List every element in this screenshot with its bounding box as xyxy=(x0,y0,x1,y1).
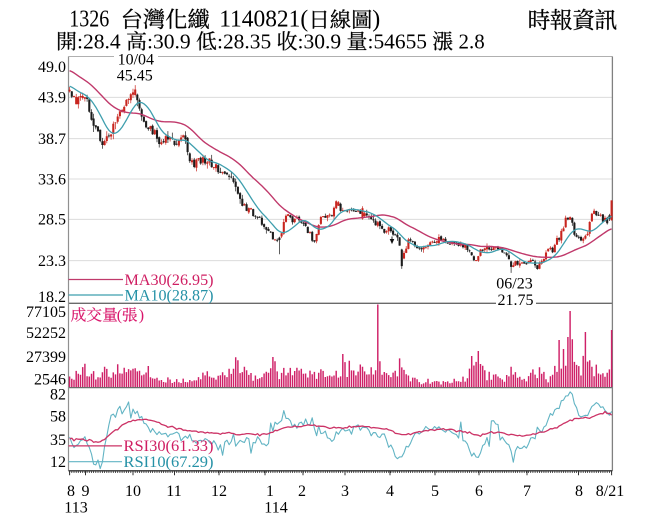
svg-text:5: 5 xyxy=(431,483,439,500)
svg-text:MA10(28.87): MA10(28.87) xyxy=(125,288,214,305)
svg-text:2: 2 xyxy=(298,483,306,500)
svg-text:8/21: 8/21 xyxy=(596,483,624,500)
svg-text:23.3: 23.3 xyxy=(38,253,66,270)
svg-text:MA30(26.95): MA30(26.95) xyxy=(125,272,214,289)
svg-text:9: 9 xyxy=(82,483,90,500)
svg-text::30.9: :30.9 xyxy=(298,29,342,53)
svg-text:1140821(: 1140821( xyxy=(219,6,308,32)
svg-text:27399: 27399 xyxy=(26,349,66,366)
svg-text::28.4: :28.4 xyxy=(77,29,121,53)
svg-text:RSI30(61.33): RSI30(61.33) xyxy=(124,438,214,455)
svg-text:2.8: 2.8 xyxy=(459,29,485,53)
svg-text:(: ( xyxy=(117,307,122,324)
svg-text:43.9: 43.9 xyxy=(38,90,66,107)
svg-text:RSI10(67.29): RSI10(67.29) xyxy=(124,454,214,471)
svg-text:21.75: 21.75 xyxy=(498,292,534,309)
svg-text:1326: 1326 xyxy=(69,6,109,32)
svg-text:7: 7 xyxy=(523,483,531,500)
svg-text:2546: 2546 xyxy=(34,371,66,388)
svg-text:58: 58 xyxy=(50,409,66,426)
svg-text:35: 35 xyxy=(50,432,66,449)
svg-text:77105: 77105 xyxy=(26,304,66,321)
svg-text:): ) xyxy=(139,307,144,324)
svg-text:06/23: 06/23 xyxy=(496,275,532,292)
svg-text:6: 6 xyxy=(475,483,483,500)
svg-text:45.45: 45.45 xyxy=(117,67,153,84)
svg-text::54655: :54655 xyxy=(368,29,428,53)
svg-text:10: 10 xyxy=(125,483,141,500)
svg-text:82: 82 xyxy=(50,387,66,404)
svg-text:8: 8 xyxy=(575,483,583,500)
svg-text:3: 3 xyxy=(341,483,349,500)
svg-text:4: 4 xyxy=(386,483,394,500)
svg-text:33.6: 33.6 xyxy=(38,171,66,188)
svg-text:38.7: 38.7 xyxy=(38,131,66,148)
svg-text:): ) xyxy=(372,6,380,32)
svg-text::30.9: :30.9 xyxy=(147,29,191,53)
svg-text:114: 114 xyxy=(264,500,287,517)
svg-text:49.0: 49.0 xyxy=(38,59,66,76)
svg-text:28.5: 28.5 xyxy=(38,212,66,229)
svg-text:18.2: 18.2 xyxy=(38,289,66,306)
svg-text:52252: 52252 xyxy=(26,325,66,342)
svg-text:12: 12 xyxy=(211,483,227,500)
svg-text::28.35: :28.35 xyxy=(217,29,271,53)
svg-text:10/04: 10/04 xyxy=(118,51,154,68)
svg-text:1: 1 xyxy=(266,483,274,500)
svg-text:12: 12 xyxy=(50,454,66,471)
svg-text:11: 11 xyxy=(166,483,181,500)
svg-text:113: 113 xyxy=(64,500,87,517)
svg-text:8: 8 xyxy=(67,483,75,500)
